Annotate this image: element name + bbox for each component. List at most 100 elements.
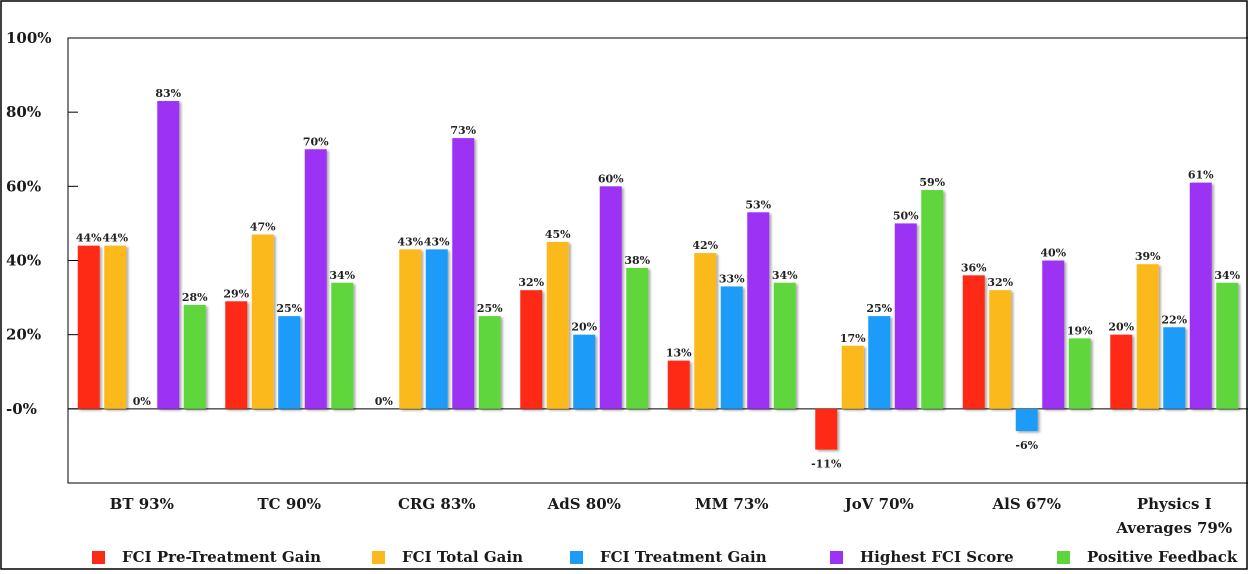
bar-value-label: 39% <box>1135 250 1161 263</box>
bar-value-label: -11% <box>811 458 842 471</box>
bar-value-label: -6% <box>1015 439 1038 452</box>
bar-value-label: 36% <box>961 261 987 274</box>
bar-value-label: 34% <box>1214 269 1240 282</box>
legend-swatch <box>92 551 105 564</box>
bar <box>452 138 475 409</box>
bar <box>841 345 864 409</box>
bar <box>251 234 274 409</box>
bar <box>921 190 944 409</box>
bar-value-label: 44% <box>76 232 102 245</box>
bar-value-label: 22% <box>1161 313 1187 326</box>
bar <box>815 408 838 450</box>
bar <box>694 253 717 409</box>
bar-value-label: 0% <box>133 395 152 408</box>
bar-value-label: 43% <box>424 235 450 248</box>
legend-label: Highest FCI Score <box>860 548 1014 566</box>
x-tick-label: TC 90% <box>258 495 321 513</box>
bar <box>278 316 301 409</box>
bar-labels-group: 44% 29% 32% 13% -11% 36% 20% 44% 47% 43% 45% 42% 17%… <box>76 87 1241 471</box>
y-tick-label: 60% <box>6 177 41 195</box>
bar <box>425 249 448 409</box>
bar-value-label: 40% <box>1040 247 1066 260</box>
bar <box>331 282 354 409</box>
x-tick-label: MM 73% <box>695 495 769 513</box>
y-tick-label: 40% <box>6 252 41 270</box>
legend-label: Positive Feedback <box>1087 548 1238 566</box>
bar-value-label: 50% <box>893 209 919 222</box>
bar-value-label: 33% <box>719 272 745 285</box>
bar-value-label: 17% <box>840 332 866 345</box>
legend-swatch <box>372 551 385 564</box>
bar <box>599 186 622 409</box>
bar <box>520 290 543 409</box>
bar-value-label: 59% <box>919 176 945 189</box>
plot-area: 44% 29% 32% 13% -11% 36% 20% 44% 47% 43% 45% 42% 17%… <box>67 37 1248 484</box>
bar-value-label: 32% <box>518 276 544 289</box>
bar-value-label: 20% <box>571 321 597 334</box>
bar <box>868 316 891 409</box>
bar <box>1068 338 1091 409</box>
x-tick-label: AlS 67% <box>991 495 1061 513</box>
bar <box>1189 182 1212 409</box>
x-tick-label: BT 93% <box>110 495 174 513</box>
bar-value-label: 43% <box>397 235 423 248</box>
bar-value-label: 42% <box>692 239 718 252</box>
bar <box>1216 282 1239 409</box>
legend-swatch <box>830 551 843 564</box>
y-axis: 100% 80% 60% 40% 20% -0% <box>6 29 78 418</box>
bar-value-label: 25% <box>276 302 302 315</box>
bars-group <box>77 101 1239 450</box>
bar-value-label: 44% <box>102 232 128 245</box>
bar-value-label: 34% <box>772 269 798 282</box>
bar <box>1110 334 1133 409</box>
x-tick-label: CRG 83% <box>398 495 476 513</box>
bar-value-label: 32% <box>987 276 1013 289</box>
bar-value-label: 73% <box>450 124 476 137</box>
legend-item: FCI Total Gain <box>372 548 523 566</box>
bar-value-label: 45% <box>545 228 571 241</box>
legend-item: Highest FCI Score <box>830 548 1014 566</box>
x-tick-label: JoV 70% <box>843 495 914 513</box>
bar <box>104 245 127 409</box>
bar-value-label: 60% <box>598 172 624 185</box>
legend-label: FCI Total Gain <box>402 548 523 566</box>
bar-value-label: 25% <box>477 302 503 315</box>
bar <box>183 305 206 409</box>
bar <box>478 316 501 409</box>
y-tick-label: 20% <box>6 326 41 344</box>
y-tick-label: 100% <box>6 29 52 47</box>
bar <box>1136 264 1159 409</box>
x-tick-label: Physics I <box>1137 495 1212 513</box>
bar <box>1163 327 1186 409</box>
bar-value-label: 0% <box>375 395 394 408</box>
bar-value-label: 13% <box>666 347 692 360</box>
bar <box>747 212 770 409</box>
x-tick-label: Averages 79% <box>1115 519 1232 537</box>
legend-item: Positive Feedback <box>1057 548 1238 566</box>
bar <box>626 267 649 409</box>
bar <box>1015 408 1038 432</box>
bar-value-label: 47% <box>250 221 276 234</box>
bar <box>304 149 327 409</box>
y-tick-label: 80% <box>6 103 41 121</box>
legend-swatch <box>1057 551 1070 564</box>
bar-value-label: 28% <box>182 291 208 304</box>
bar <box>773 282 796 409</box>
bar <box>157 101 180 409</box>
legend-item: FCI Treatment Gain <box>570 548 767 566</box>
legend-swatch <box>570 551 583 564</box>
bar <box>667 360 690 409</box>
y-tick-label: -0% <box>6 400 37 418</box>
bar-value-label: 20% <box>1108 321 1134 334</box>
bar <box>989 290 1012 409</box>
bar-value-label: 19% <box>1067 324 1093 337</box>
bar-value-label: 53% <box>745 198 771 211</box>
bar <box>399 249 422 409</box>
x-axis: BT 93% TC 90% CRG 83% AdS 80% MM 73% JoV 70% A… <box>110 495 1232 537</box>
bar <box>720 286 743 409</box>
legend-item: FCI Pre-Treatment Gain <box>92 548 321 566</box>
bar-value-label: 38% <box>624 254 650 267</box>
bar-value-label: 70% <box>303 135 329 148</box>
